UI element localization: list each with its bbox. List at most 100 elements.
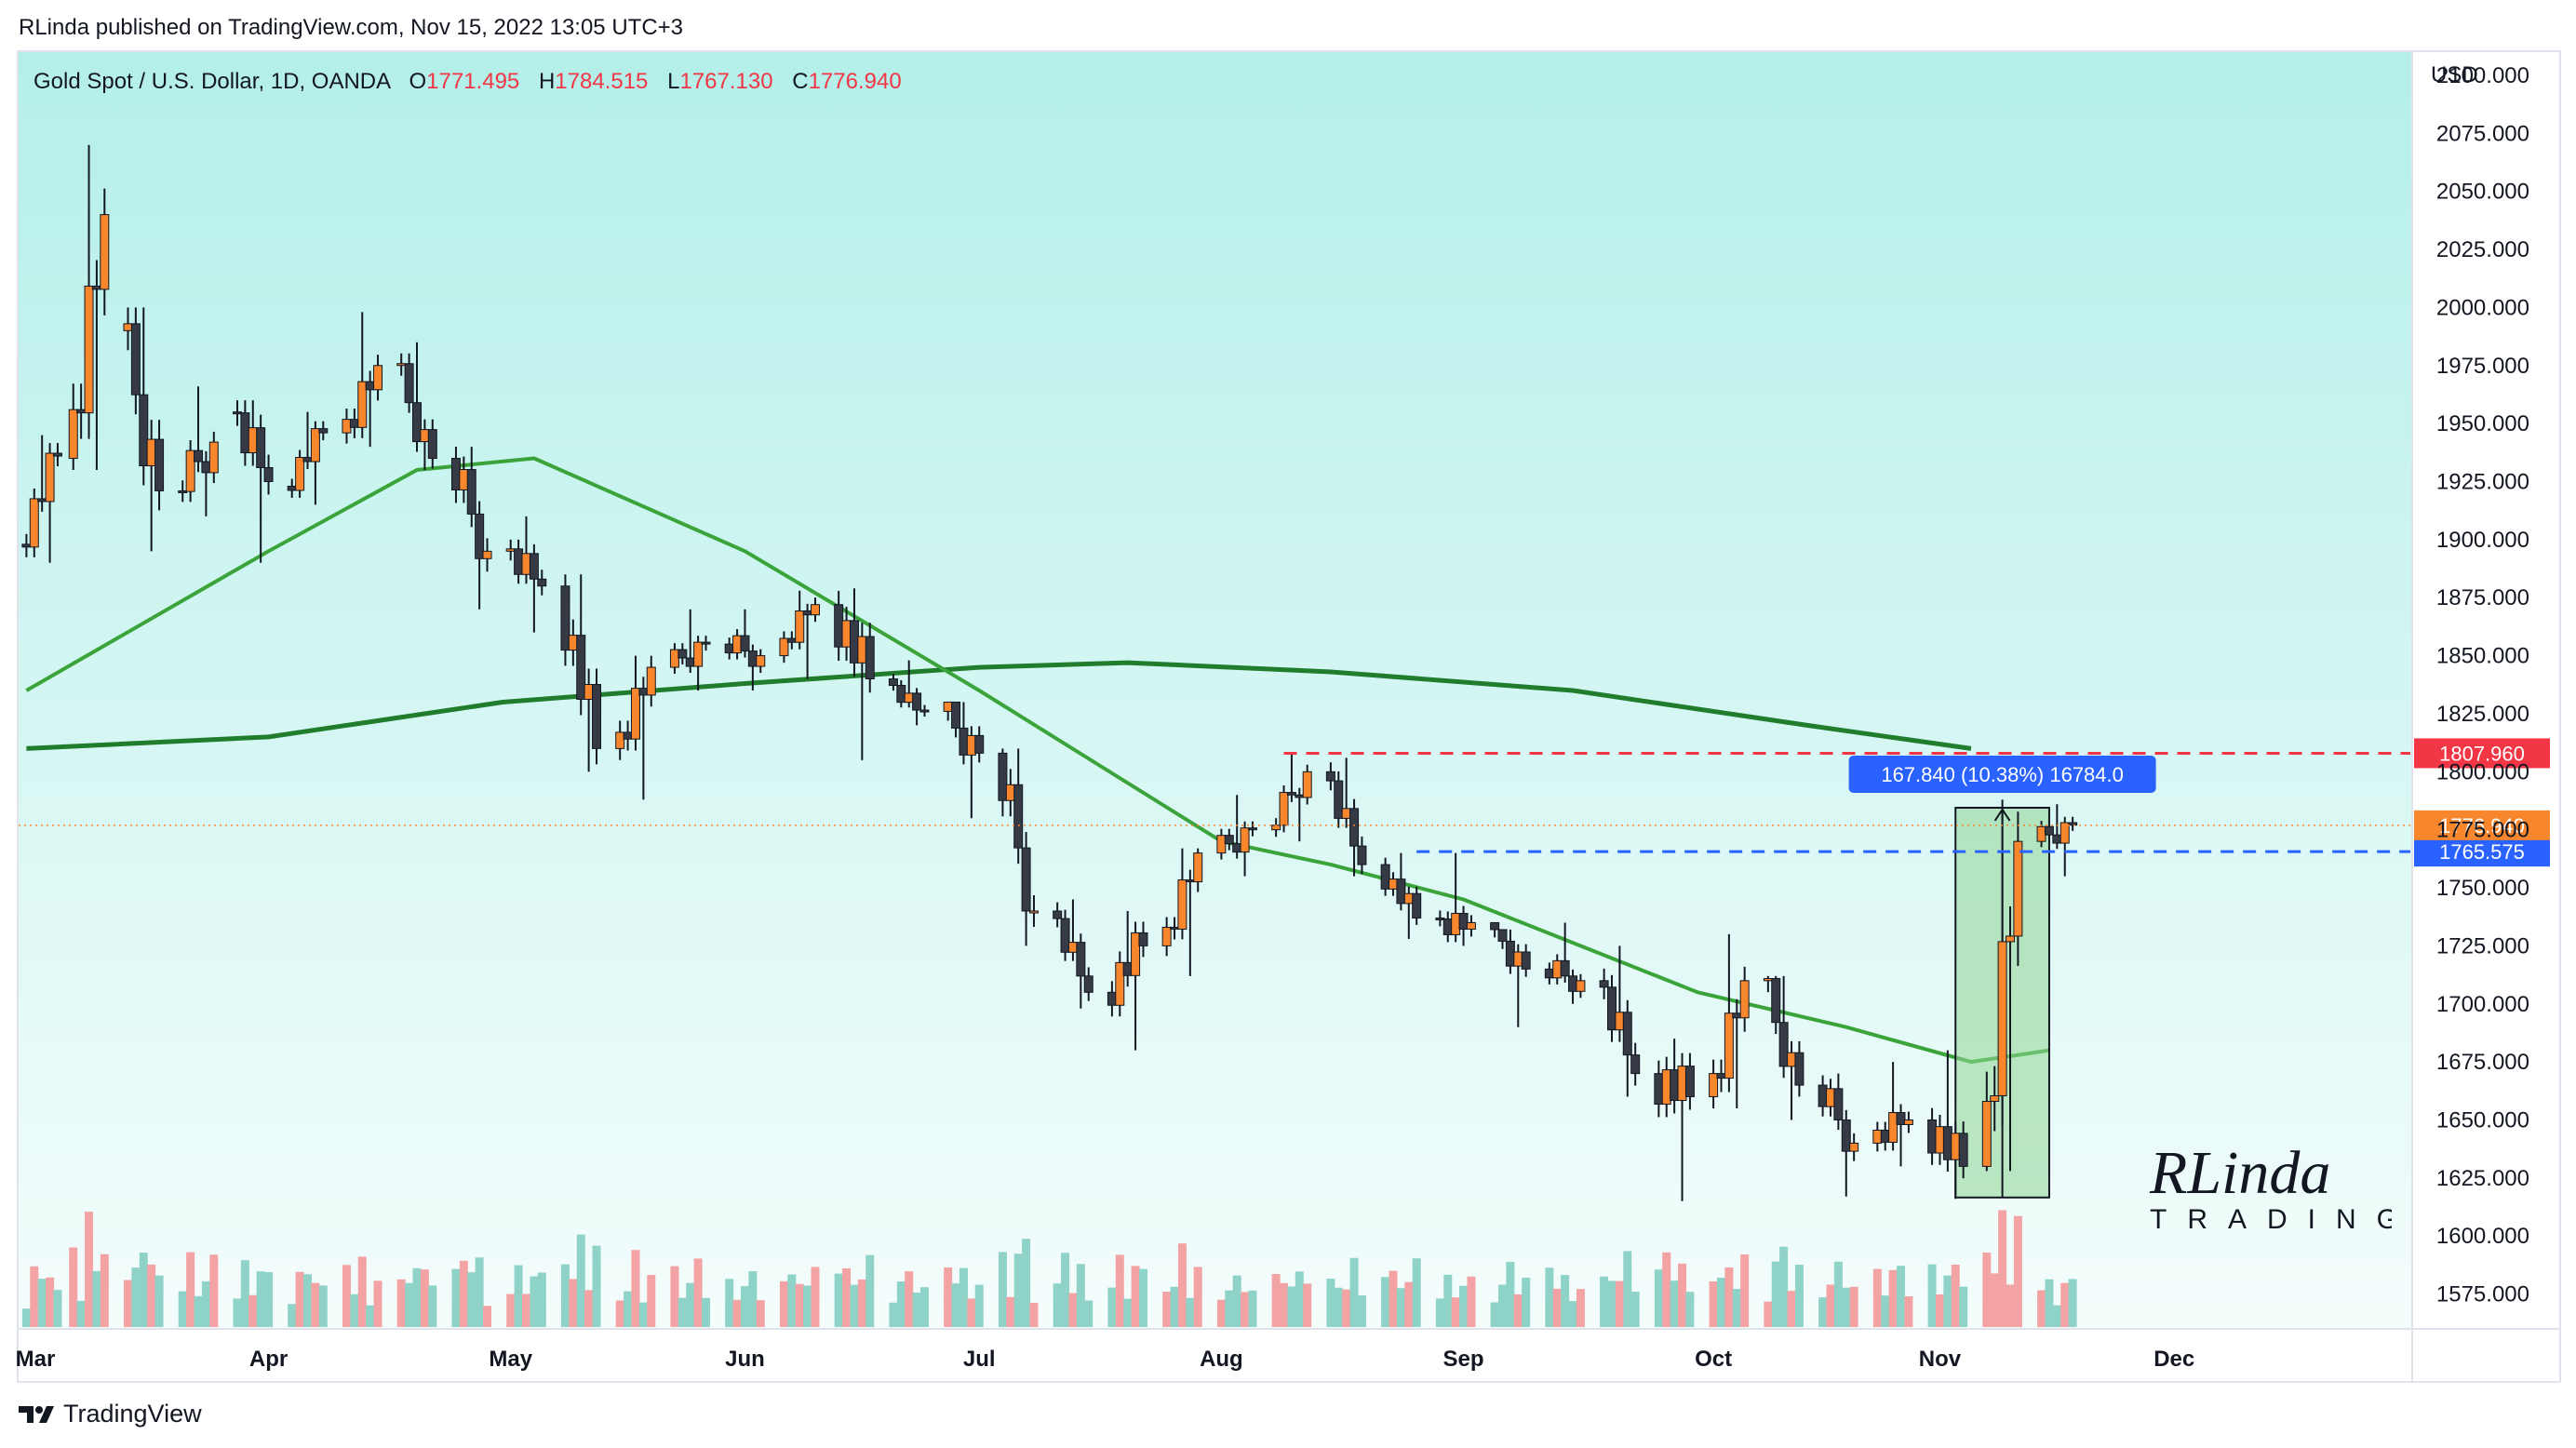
volume-bar xyxy=(1107,1287,1117,1327)
volume-bar xyxy=(1568,1301,1577,1327)
tradingview-logo[interactable]: TradingView xyxy=(19,1400,202,1428)
candle-body xyxy=(1341,808,1351,819)
volume-bar xyxy=(318,1285,328,1327)
volume-bar xyxy=(569,1279,578,1327)
last-price-label: 1776.940 xyxy=(2439,814,2525,838)
candle-body xyxy=(459,469,469,490)
volume-bar xyxy=(147,1264,156,1327)
low-label: L xyxy=(667,69,680,94)
volume-bar xyxy=(1951,1264,1960,1327)
volume-bar xyxy=(154,1275,164,1327)
candle-body xyxy=(1739,980,1750,1019)
candles xyxy=(21,144,2078,1201)
candle-body xyxy=(91,285,101,290)
x-tick-label: Mar xyxy=(16,1347,56,1372)
volume-bar xyxy=(1842,1287,1851,1327)
candle-body xyxy=(1122,961,1133,976)
volume-bar xyxy=(647,1275,656,1327)
candle-body xyxy=(1067,942,1078,953)
candle-body xyxy=(560,585,570,651)
candle-body xyxy=(420,429,430,443)
candle-body xyxy=(1872,1129,1883,1144)
plot-background xyxy=(19,52,2412,1329)
low-value: 1767.130 xyxy=(679,69,773,94)
candle-body xyxy=(919,709,930,713)
volume-bar xyxy=(1303,1283,1312,1327)
candle-body xyxy=(1841,1119,1851,1152)
candle-body xyxy=(505,548,516,552)
volume-bar xyxy=(959,1267,968,1327)
candle-body xyxy=(1083,975,1093,993)
volume-bar xyxy=(1833,1261,1843,1327)
candle-body xyxy=(130,323,141,396)
level-price-label: 1807.960 xyxy=(2439,742,2525,765)
candle-body xyxy=(1403,892,1414,905)
candle-body xyxy=(795,610,805,643)
candle-body xyxy=(904,692,914,704)
candle-body xyxy=(1060,918,1070,953)
volume-bar xyxy=(1771,1261,1780,1327)
candle-body xyxy=(1942,1126,1952,1160)
candle-body xyxy=(1013,784,1024,849)
candle-body xyxy=(349,419,359,428)
candle-body xyxy=(1216,835,1227,854)
candle-body xyxy=(685,657,695,667)
candle-body xyxy=(576,635,586,700)
volume-bar xyxy=(1764,1301,1773,1327)
candle-body xyxy=(1247,827,1257,831)
volume-bar xyxy=(1138,1268,1147,1327)
y-tick-label: 1950.000 xyxy=(2436,411,2529,436)
volume-bar xyxy=(678,1297,687,1327)
candle-body xyxy=(638,688,649,696)
candle-body xyxy=(201,461,211,474)
volume-bar xyxy=(1241,1292,1250,1327)
candle-body xyxy=(1849,1142,1859,1152)
y-tick-label: 1825.000 xyxy=(2436,702,2529,727)
volume-bar xyxy=(732,1299,742,1327)
volume-bar xyxy=(1872,1268,1882,1327)
volume-bar xyxy=(76,1300,86,1327)
candle-body xyxy=(693,641,704,667)
candle-body xyxy=(2068,822,2078,826)
volume-bar xyxy=(1522,1277,1531,1327)
volume-bar xyxy=(1412,1258,1421,1327)
volume-bar xyxy=(1177,1243,1187,1327)
volume-bar xyxy=(967,1298,976,1327)
volume-bar xyxy=(1654,1269,1663,1327)
measure-label-box xyxy=(1848,755,2156,793)
candle-body xyxy=(529,553,539,580)
volume-bar xyxy=(865,1254,875,1327)
volume-bar xyxy=(2006,1284,2015,1327)
volume-bar xyxy=(1513,1294,1523,1327)
candle-body xyxy=(1684,1066,1695,1098)
volume-bar xyxy=(1076,1264,1085,1327)
volume-bar xyxy=(756,1300,765,1327)
candle-body xyxy=(1131,932,1141,976)
volume-bar xyxy=(1779,1246,1789,1327)
volume-bar xyxy=(1459,1285,1469,1327)
ma-slow-line xyxy=(26,660,1972,751)
volume-bar xyxy=(2045,1279,2054,1327)
candle-body xyxy=(592,684,602,749)
volume-bar xyxy=(1084,1300,1093,1327)
volume-bar xyxy=(1357,1295,1366,1327)
candle-body xyxy=(1458,912,1469,930)
volume-bar xyxy=(693,1258,703,1327)
candle-body xyxy=(974,734,985,754)
volume-bar xyxy=(1888,1269,1898,1327)
candle-body xyxy=(959,727,969,756)
candle-body xyxy=(396,363,407,367)
rlinda-logo-main: RLinda xyxy=(2149,1139,2330,1207)
candle-body xyxy=(1442,918,1453,935)
volume-bar xyxy=(240,1260,249,1327)
candle-body xyxy=(1451,912,1461,935)
volume-bar xyxy=(1326,1279,1335,1327)
volume-bar xyxy=(483,1306,492,1327)
volume-bar xyxy=(366,1305,375,1327)
volume-bar xyxy=(1881,1295,1890,1327)
candle-body xyxy=(1490,921,1500,931)
candle-body xyxy=(1896,1112,1906,1125)
volume-bar xyxy=(842,1267,852,1327)
candle-body xyxy=(1302,771,1312,798)
